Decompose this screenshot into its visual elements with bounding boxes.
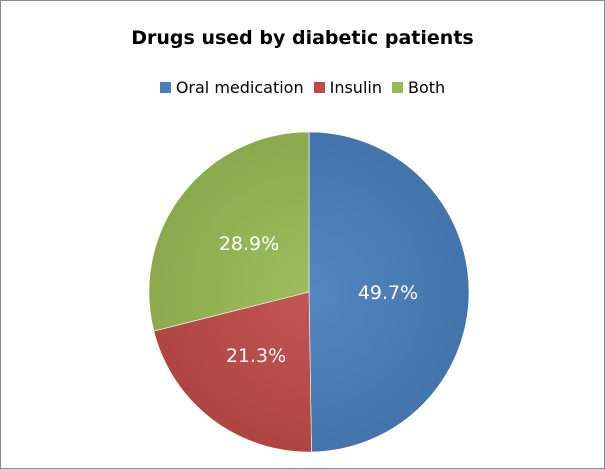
legend-swatch-insulin xyxy=(313,82,325,93)
data-label-both: 28.9% xyxy=(219,233,279,255)
pie-slice-oral-medication xyxy=(308,131,470,453)
data-label-insulin: 21.3% xyxy=(226,345,286,367)
legend-label-both: Both xyxy=(407,78,446,97)
pie-slice-insulin xyxy=(153,291,312,453)
legend-swatch-both xyxy=(391,82,403,93)
legend-item-insulin: Insulin xyxy=(313,78,382,97)
legend-label-oral-medication: Oral medication xyxy=(175,78,304,97)
chart-title: Drugs used by diabetic patients xyxy=(131,27,474,49)
data-label-oral-medication: 49.7% xyxy=(358,282,418,304)
legend-label-insulin: Insulin xyxy=(329,78,382,97)
chart-legend: Oral medication Insulin Both xyxy=(1,78,604,97)
legend-swatch-oral-medication xyxy=(159,82,171,93)
pie-slice-both xyxy=(148,131,310,332)
legend-item-oral-medication: Oral medication xyxy=(159,78,304,97)
legend-item-both: Both xyxy=(391,78,446,97)
